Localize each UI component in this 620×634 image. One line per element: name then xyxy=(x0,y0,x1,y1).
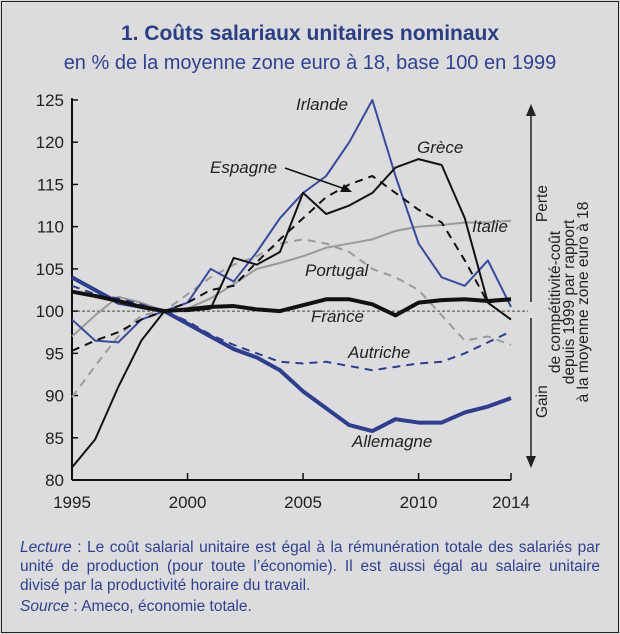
y-tick-label: 95 xyxy=(45,344,64,363)
x-tick-label: 1995 xyxy=(53,493,91,512)
lecture-label: Lecture xyxy=(20,539,72,556)
series-line-italie xyxy=(71,219,512,338)
chart-footer: Lecture : Le coût salarial unitaire est … xyxy=(20,538,600,616)
series-label-portugal: Portugal xyxy=(305,261,370,280)
series-line-france xyxy=(71,289,512,318)
x-tick-label: 2005 xyxy=(284,493,322,512)
series-labels: Irlande Grèce Espagne Italie Portugal France A… xyxy=(210,95,508,451)
chart-title: 1. Coûts salariaux unitaires nominaux xyxy=(120,22,500,45)
series-label-autriche: Autriche xyxy=(347,343,410,362)
annotation-gain: Gain xyxy=(534,385,551,418)
x-tick-label: 2000 xyxy=(169,493,207,512)
axes: 80 85 90 95 100 105 110 115 120 125 1995 2000 2005 20… xyxy=(36,91,530,512)
x-tick-label: 2014 xyxy=(492,493,530,512)
source-note: Source : Ameco, économie totale. xyxy=(20,597,252,616)
annotation-line-1: de compétitivité-coût xyxy=(547,230,564,373)
series-label-espagne: Espagne xyxy=(210,158,277,177)
series-line-autriche xyxy=(71,284,512,372)
lecture-note: Lecture : Le coût salarial unitaire est … xyxy=(20,539,600,594)
y-tick-label: 120 xyxy=(36,133,64,152)
annotation-perte: Perte xyxy=(534,185,551,222)
series-lines xyxy=(71,99,512,468)
series-label-grece: Grèce xyxy=(417,138,463,157)
source-label: Source xyxy=(20,598,70,615)
series-line-espagne xyxy=(71,175,512,352)
y-tick-label: 125 xyxy=(36,91,64,110)
series-label-irlande: Irlande xyxy=(296,95,348,114)
y-tick-label: 105 xyxy=(36,260,64,279)
chart-subtitle: en % de la moyenne zone euro à 18, base … xyxy=(63,52,557,74)
series-label-allemagne: Allemagne xyxy=(351,432,432,451)
y-tick-label: 115 xyxy=(37,175,64,194)
espagne-pointer-line xyxy=(284,167,346,190)
annotation-line-3: à la moyenne zone euro à 18 xyxy=(575,202,592,403)
series-label-italie: Italie xyxy=(472,217,508,236)
y-tick-label: 85 xyxy=(45,429,64,448)
perte-arrowhead-icon xyxy=(526,104,536,116)
gain-arrowhead-icon xyxy=(526,456,536,468)
annotation-line-2: depuis 1999 par rapport xyxy=(561,219,578,384)
x-tick-label: 2010 xyxy=(400,493,438,512)
y-tick-label: 80 xyxy=(45,471,64,490)
series-line-portugal xyxy=(71,238,512,398)
y-tick-label: 100 xyxy=(36,302,64,321)
espagne-pointer-arrowhead xyxy=(340,184,352,192)
y-tick-label: 110 xyxy=(37,218,64,237)
y-tick-label: 90 xyxy=(45,387,64,406)
lecture-text: : Le coût salarial unitaire est égal à l… xyxy=(20,539,600,594)
source-text: : Ameco, économie totale. xyxy=(69,598,252,615)
series-label-france: France xyxy=(311,307,364,326)
series-line-irlande xyxy=(71,99,512,344)
series-line-grece xyxy=(71,158,512,468)
